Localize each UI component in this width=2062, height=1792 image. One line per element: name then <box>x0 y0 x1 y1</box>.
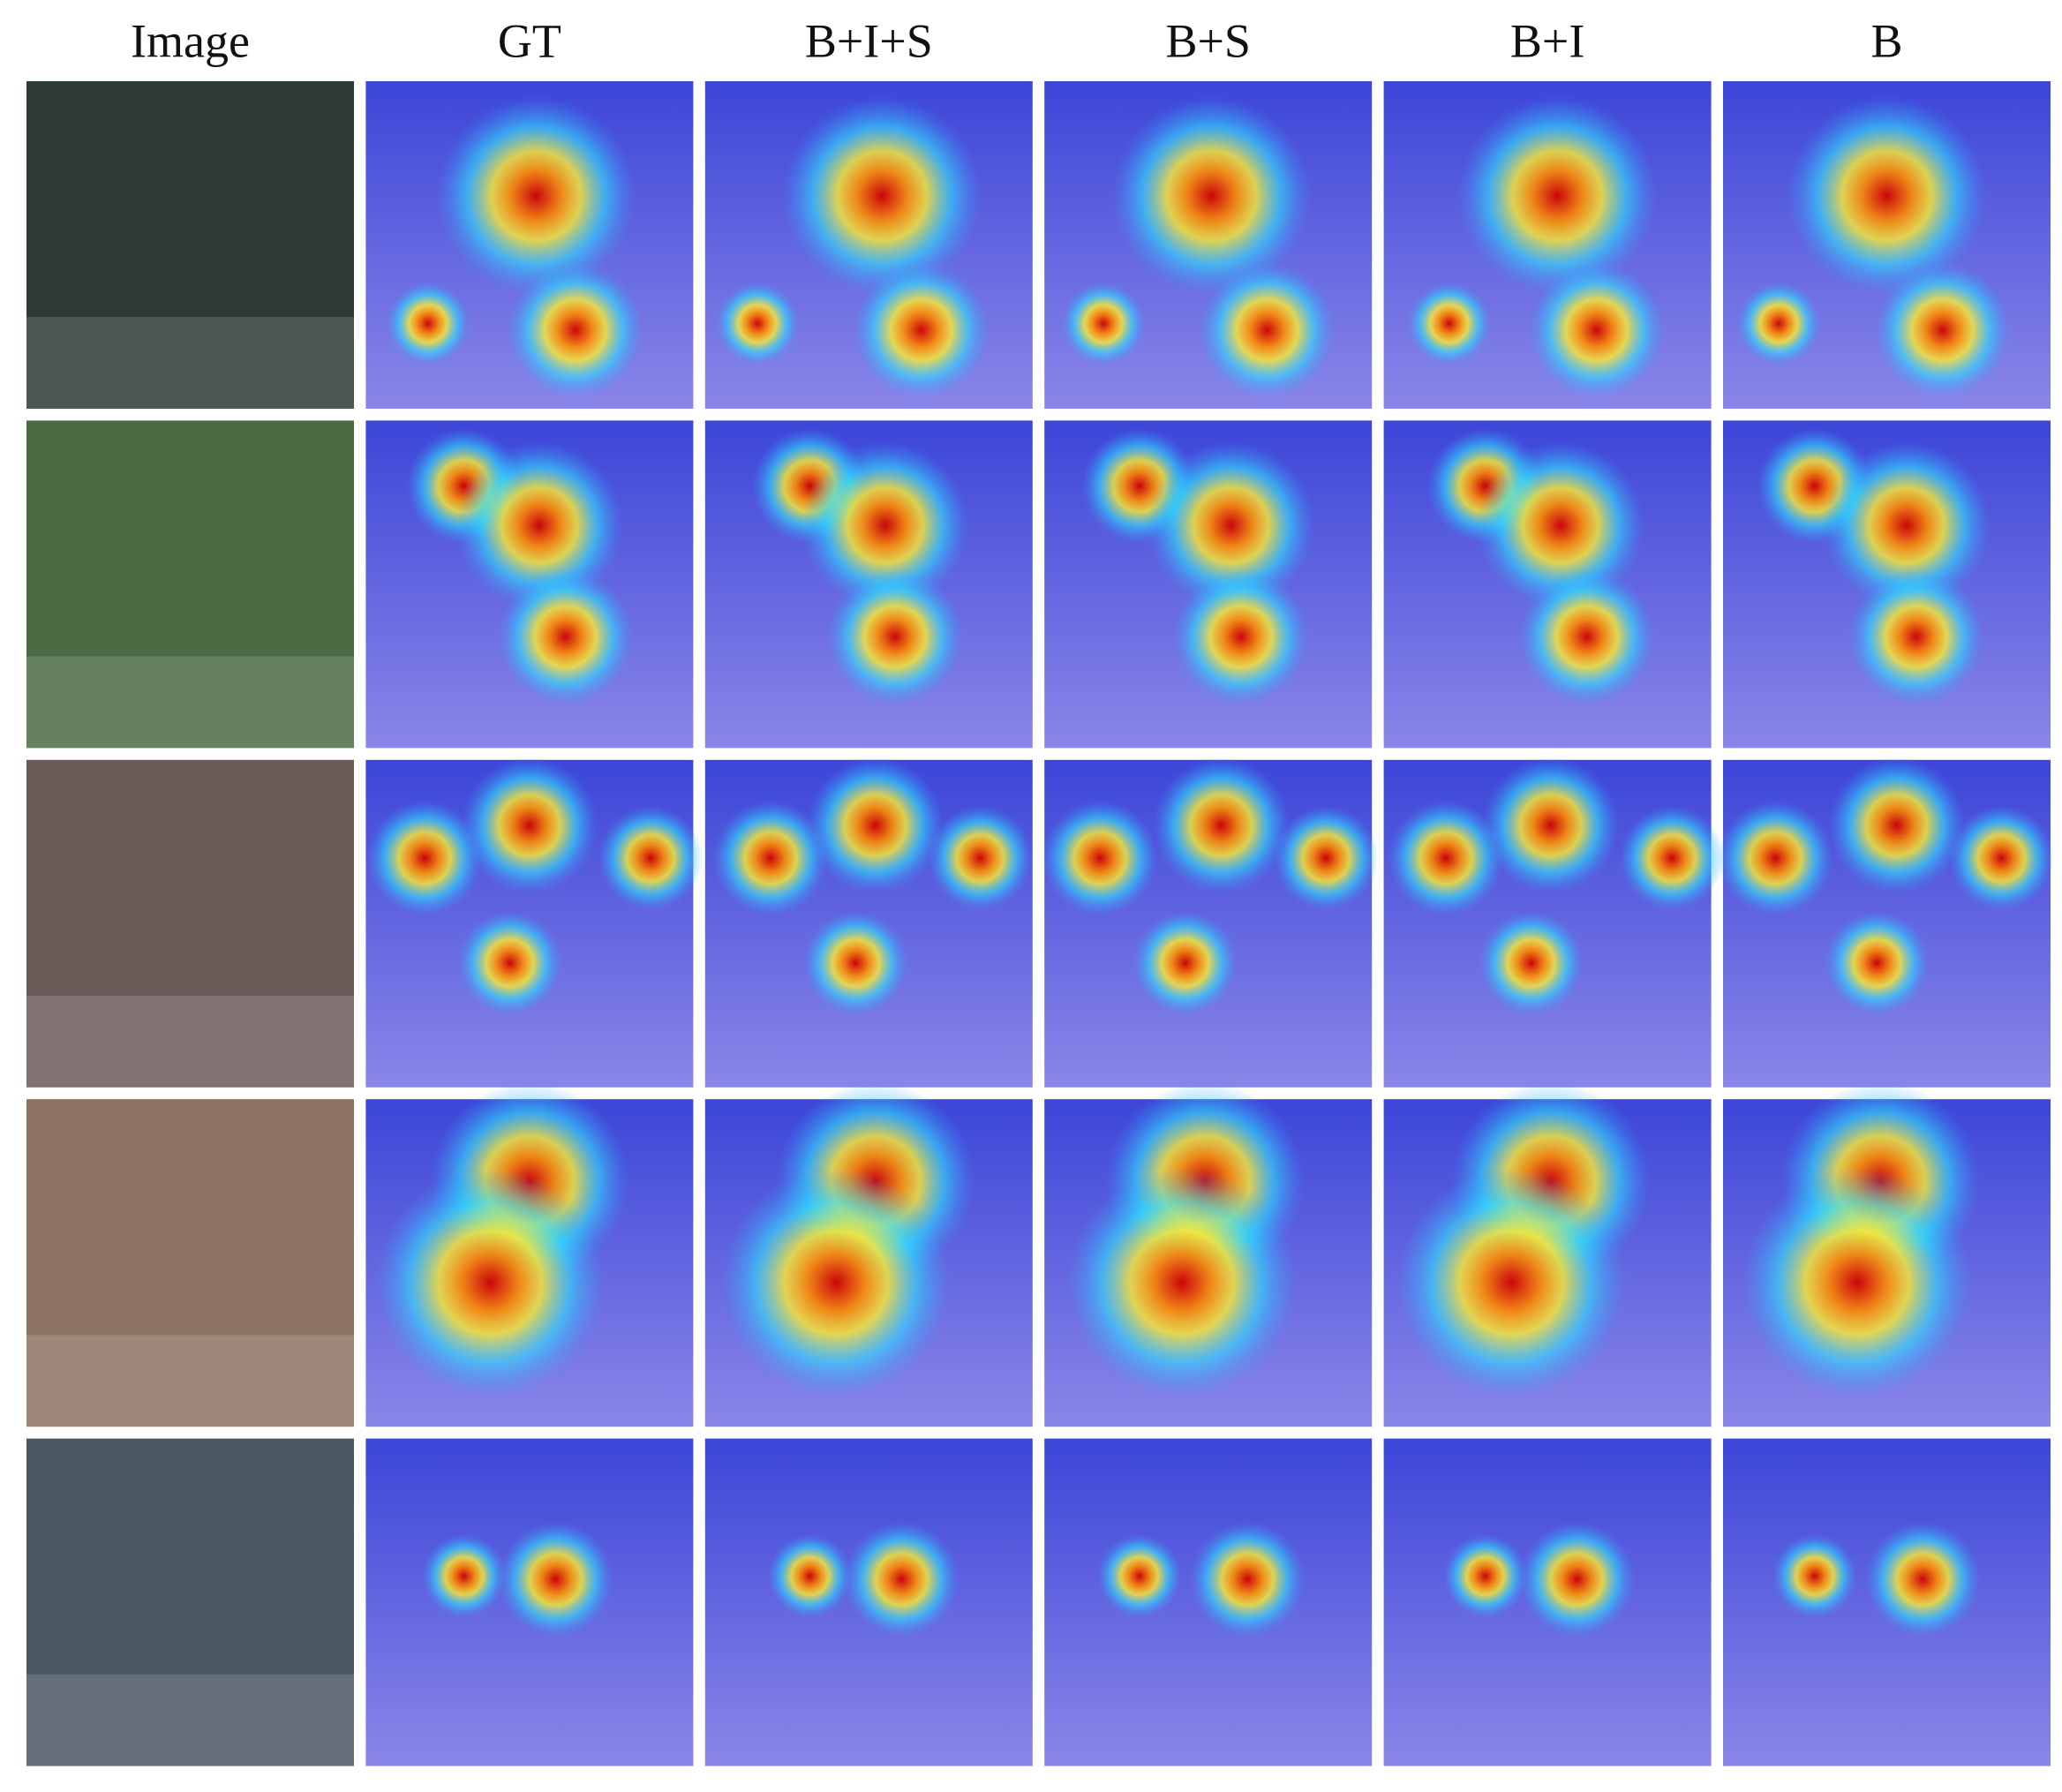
saliency-blob <box>461 757 598 894</box>
saliency-blob <box>1061 282 1146 366</box>
saliency-blob <box>1479 910 1584 1016</box>
image-ground <box>26 656 354 749</box>
saliency-blob <box>844 1521 960 1638</box>
saliency-blob <box>1518 568 1655 705</box>
input-image <box>26 759 354 1088</box>
saliency-blob <box>1718 800 1833 916</box>
saliency-blob <box>1822 441 1991 610</box>
saliency-blob <box>1172 568 1309 705</box>
column-header: B+I+S <box>805 14 933 67</box>
column-header: B <box>1870 14 1902 67</box>
saliency-blob <box>1407 282 1492 366</box>
saliency-blob <box>1772 1533 1857 1618</box>
image-ground <box>26 1674 354 1766</box>
image-ground <box>26 1335 354 1427</box>
saliency-blob <box>386 282 470 366</box>
saliency-blob <box>1865 1521 1981 1638</box>
saliency-blob <box>497 568 634 705</box>
column-header: B+S <box>1165 14 1251 67</box>
saliency-blob <box>1388 800 1504 916</box>
saliency-blob <box>436 96 636 296</box>
column-header: GT <box>498 14 561 67</box>
saliency-blob <box>1825 910 1930 1016</box>
saliency-blob <box>1736 282 1821 366</box>
saliency-blob <box>1948 805 2054 911</box>
saliency-blob <box>1787 96 1987 296</box>
saliency-blob <box>1476 441 1644 610</box>
saliency-blob <box>768 1533 853 1618</box>
saliency-blob <box>720 1167 952 1398</box>
image-ground <box>26 995 354 1088</box>
saliency-blob <box>507 261 644 399</box>
saliency-blob <box>1147 441 1315 610</box>
column-header: B+I <box>1510 14 1584 67</box>
saliency-blob <box>1273 805 1379 911</box>
saliency-blob <box>374 1167 606 1398</box>
saliency-blob <box>826 568 964 705</box>
saliency-blob <box>366 800 483 916</box>
saliency-blob <box>1111 96 1312 296</box>
saliency-blob <box>457 910 562 1016</box>
saliency-blob <box>1457 96 1658 296</box>
saliency-blob <box>1066 1167 1298 1398</box>
saliency-blob <box>801 441 969 610</box>
saliency-blob <box>712 800 829 916</box>
saliency-blob <box>1153 757 1290 894</box>
saliency-blob <box>422 1533 507 1618</box>
saliency-blob <box>598 805 704 911</box>
saliency-blob <box>1189 1521 1306 1638</box>
saliency-blob <box>1199 261 1336 399</box>
saliency-blob <box>1443 1533 1528 1618</box>
input-image <box>26 1099 354 1427</box>
input-image <box>26 420 354 749</box>
input-image <box>26 1438 354 1766</box>
saliency-blob <box>1396 1167 1627 1398</box>
saliency-blob <box>1482 757 1619 894</box>
saliency-blob <box>1828 757 1965 894</box>
saliency-blob <box>715 282 800 366</box>
saliency-blob <box>1133 910 1238 1016</box>
input-image <box>26 81 354 409</box>
saliency-blob <box>782 96 982 296</box>
saliency-blob <box>455 441 624 610</box>
saliency-blob <box>1848 568 1985 705</box>
saliency-blob <box>1528 261 1665 399</box>
saliency-blob <box>1519 1521 1635 1638</box>
saliency-blob <box>1742 1167 1973 1398</box>
saliency-blob <box>803 910 908 1016</box>
saliency-blob <box>1619 805 1725 911</box>
saliency-blob <box>928 805 1033 911</box>
column-header: Image <box>131 14 250 67</box>
saliency-blob <box>498 1521 613 1638</box>
saliency-blob <box>807 757 944 894</box>
saliency-blob <box>853 261 990 399</box>
image-ground <box>26 317 354 409</box>
saliency-blob <box>1874 261 2011 399</box>
saliency-blob <box>1042 800 1158 916</box>
saliency-blob <box>1097 1533 1182 1618</box>
